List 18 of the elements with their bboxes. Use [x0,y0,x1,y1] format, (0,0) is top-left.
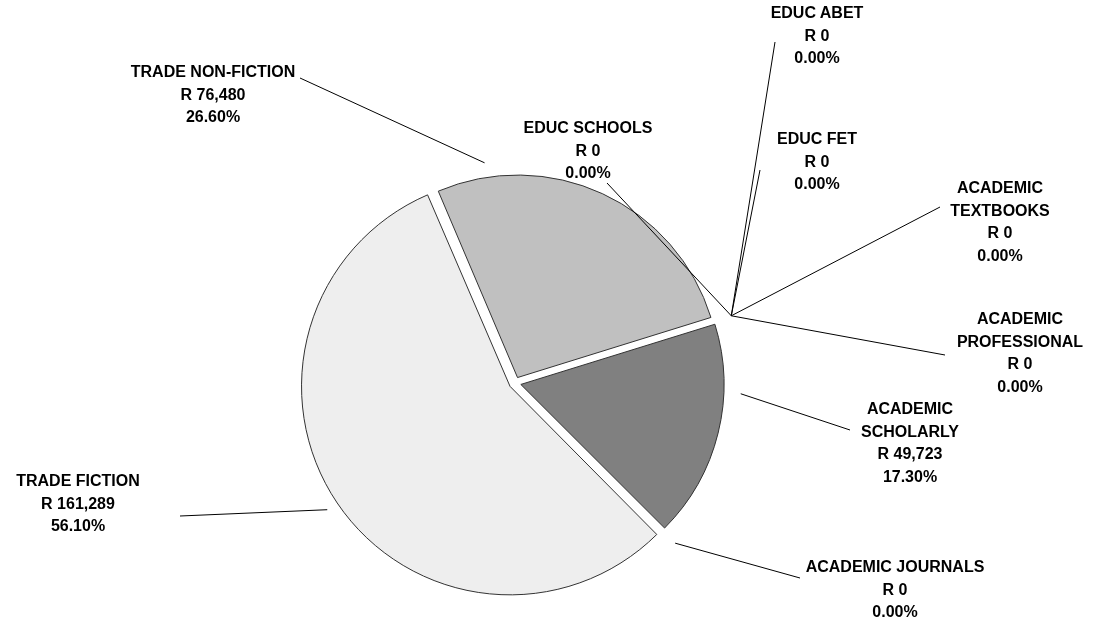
text: R 0 0.00% [872,580,918,621]
text: R 0 0.00% [977,224,1023,264]
data-label: R 76,480 26.60% [180,85,246,126]
text: R 0 0.00% [794,26,840,67]
category-label: EDUC FET [777,130,857,148]
slice-label: ACADEMIC SCHOLARLY [860,400,960,440]
text: R 0 0.00% [794,152,840,193]
category-label: ACADEMIC JOURNALS [805,558,985,576]
text: R 0 0.00% [997,355,1043,395]
data-label: R 49,723 17.30% [877,445,943,485]
category-label: EDUC ABET [770,4,864,22]
category-label: ACADEMIC PROFESSIONAL [956,310,1084,350]
category-label: EDUC SCHOOLS [523,119,653,137]
slice-label: TRADE NON-FICTION [130,63,296,81]
category-label: ACADEMIC TEXTBOOKS [950,179,1050,219]
text: R 0 0.00% [565,141,611,182]
slice-label: TRADE FICTION [16,472,140,490]
data-label: R 161,289 56.10% [41,494,116,535]
